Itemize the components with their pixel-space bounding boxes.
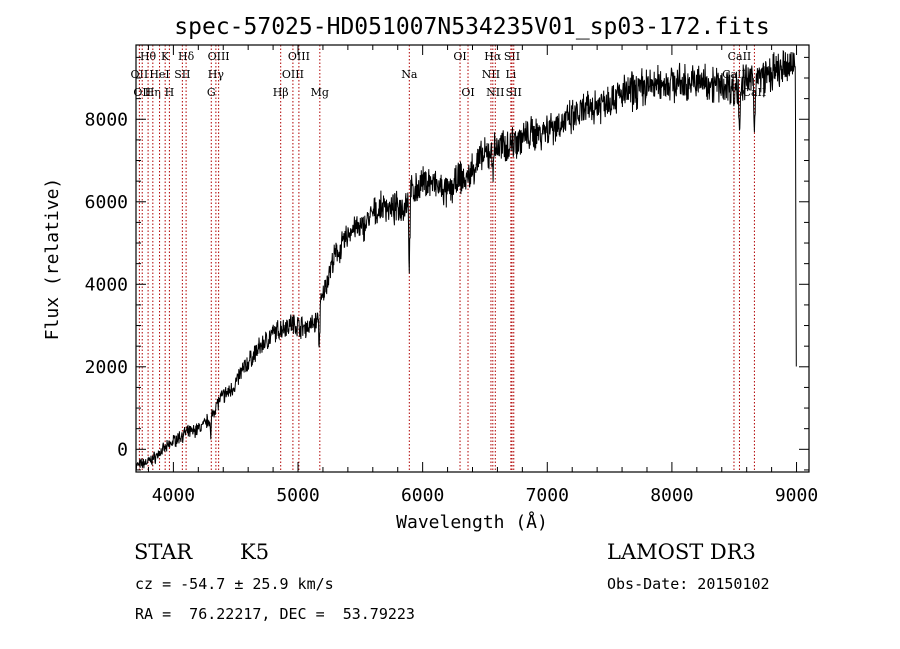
line-label-sii: SII (504, 50, 520, 63)
line-label-sii: SII (506, 86, 522, 99)
plot-area: OII OII Hθ Hη HeI K H SII Hδ G Hγ OIII Hβ OIII OIII Mg N… (131, 45, 797, 472)
line-label-hα: Hα (484, 50, 502, 63)
chart-title: spec-57025-HD051007N534235V01_sp03-172.f… (174, 14, 769, 40)
line-label-hδ: Hδ (178, 50, 195, 63)
line-label-caii: CaII (728, 50, 752, 63)
observation-date: Obs-Date: 20150102 (607, 575, 770, 593)
line-label-hθ: Hθ (140, 50, 157, 63)
spectrum-series-flux (136, 50, 797, 471)
line-label-hei: HeI (149, 68, 169, 81)
axis-ticks: 4000 5000 6000 7000 8000 9000 0 2000 4000 6000 800… (85, 45, 818, 506)
y-tick-label: 2000 (85, 357, 128, 378)
x-tick-label: 8000 (650, 485, 693, 506)
survey-label: LAMOST DR3 (607, 540, 756, 564)
line-label-nii: NII (486, 86, 504, 99)
line-label-nii: NII (482, 68, 500, 81)
x-tick-label: 5000 (276, 485, 319, 506)
line-label-oiii: OIII (282, 68, 304, 81)
y-axis-label: Flux (relative) (42, 178, 63, 341)
line-label-k: K (161, 50, 170, 63)
object-class: STAR (134, 540, 193, 564)
line-label-hβ: Hβ (273, 86, 289, 99)
y-tick-label: 6000 (85, 192, 128, 213)
line-label-hη: Hη (145, 86, 161, 99)
x-tick-label: 7000 (526, 485, 569, 506)
line-label-li: Li (505, 68, 516, 81)
line-label-sii: SII (174, 68, 190, 81)
line-label-hγ: Hγ (208, 68, 225, 81)
line-label-oi: OI (453, 50, 466, 63)
redshift-readout: cz = -54.7 ± 25.9 km/s (135, 575, 334, 593)
x-tick-label: 9000 (775, 485, 818, 506)
line-label-oii: OII (133, 86, 151, 99)
line-label-oi: OI (461, 86, 474, 99)
x-axis-label: Wavelength (Å) (396, 511, 548, 533)
line-label-oiii: OIII (288, 50, 310, 63)
spectral-subclass: K5 (240, 540, 270, 564)
line-label-oii: OII (131, 68, 149, 81)
line-label-oiii: OIII (208, 50, 230, 63)
line-label-caii: CaII (743, 86, 767, 99)
line-label-g: G (207, 86, 216, 99)
line-label-na: Na (401, 68, 418, 81)
y-tick-label: 4000 (85, 274, 128, 295)
coordinates-readout: RA = 76.22217, DEC = 53.79223 (135, 605, 415, 623)
line-label-h: H (165, 86, 175, 99)
axes-frame (135, 44, 810, 473)
y-tick-label: 8000 (85, 109, 128, 130)
x-tick-label: 6000 (401, 485, 444, 506)
x-tick-label: 4000 (152, 485, 195, 506)
line-label-mg: Mg (311, 86, 329, 99)
y-tick-label: 0 (117, 439, 128, 460)
